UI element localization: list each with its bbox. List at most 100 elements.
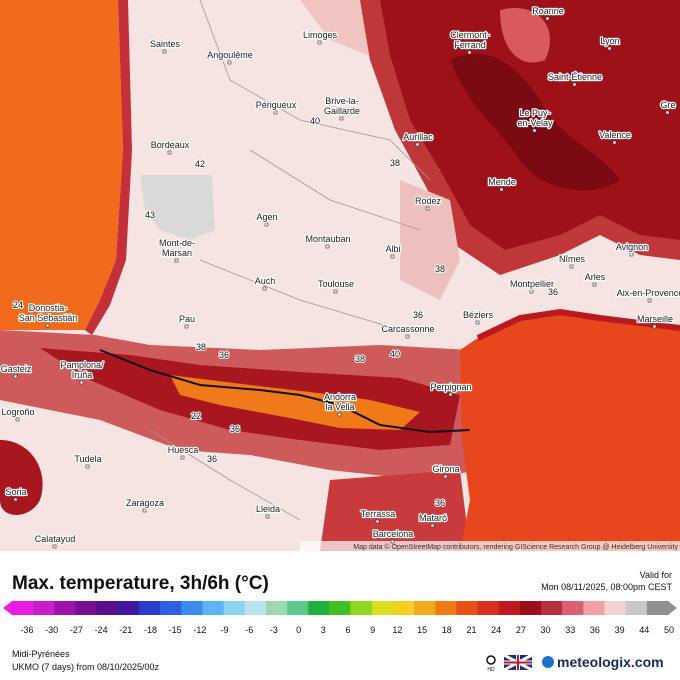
city-marker — [572, 82, 577, 87]
city-marker — [184, 324, 189, 329]
city-marker — [174, 258, 179, 263]
colorbar-swatch — [181, 601, 203, 615]
city-marker — [13, 497, 18, 502]
value-label: 38 — [196, 342, 206, 352]
city-label: Gasteiz — [1, 364, 32, 374]
city-label: Saint-Étienne — [548, 72, 602, 82]
attribution: Map data © OpenStreetMap contributors, r… — [353, 543, 678, 551]
city-label: Aurillac — [403, 132, 433, 142]
city-marker — [339, 116, 344, 121]
colorbar-tick-label: 33 — [565, 625, 575, 635]
colorbar-swatch — [287, 601, 309, 615]
city-label: Barcelona — [373, 529, 414, 539]
colorbar-tick-label: -9 — [221, 625, 229, 635]
sea — [460, 312, 680, 551]
city-marker — [529, 289, 534, 294]
city-label: Périgueux — [256, 100, 297, 110]
value-label: 40 — [390, 349, 400, 359]
city-label: Clermont- — [450, 30, 490, 40]
city-label: Marseille — [637, 314, 673, 324]
colorbar-swatch — [456, 601, 479, 615]
city-marker — [665, 110, 670, 115]
colorbar-tick-label: -18 — [144, 625, 157, 635]
colorbar-tick-label: 50 — [664, 625, 674, 635]
city-marker — [390, 254, 395, 259]
colorbar-tick-label: 27 — [516, 625, 526, 635]
colorbar-arrow — [3, 601, 12, 615]
city-label: Mont-de- — [159, 238, 195, 248]
colorbar-arrow — [668, 601, 677, 615]
colorbar-tick-label: -12 — [193, 625, 206, 635]
colorbar-tick-label: -27 — [70, 625, 83, 635]
map: Map data © OpenStreetMap contributors, r… — [0, 0, 680, 551]
colorbar-tick-label: -24 — [95, 625, 108, 635]
colorbar-swatch — [244, 601, 267, 615]
city-label: Gaillarde — [324, 106, 360, 116]
colorbar-tick-label: -36 — [20, 625, 33, 635]
city-label: Albi — [385, 244, 400, 254]
colorbar-swatch — [625, 601, 648, 615]
city-marker — [569, 264, 574, 269]
colorbar-tick-label: 6 — [345, 625, 350, 635]
city-marker — [592, 282, 597, 287]
city-label: Andorra — [324, 392, 356, 402]
city-label: Brive-la- — [325, 96, 359, 106]
city-label: San Sebastián — [19, 313, 78, 323]
colorbar-swatch — [160, 601, 182, 615]
city-label: Le Puy- — [519, 108, 550, 118]
city-label: Valence — [599, 130, 631, 140]
colorbar-swatch — [498, 601, 521, 615]
colorbar-tick-label: 9 — [370, 625, 375, 635]
city-label: Girona — [432, 464, 459, 474]
zoom-icon[interactable] — [486, 655, 496, 665]
colorbar-swatch — [435, 601, 457, 615]
colorbar-tick-label: -3 — [270, 625, 278, 635]
hd-label[interactable]: HD — [487, 667, 495, 673]
city-marker — [499, 187, 504, 192]
city-marker — [532, 128, 537, 133]
colorbar-tick-label: 24 — [491, 625, 501, 635]
colorbar-swatch — [308, 601, 330, 615]
city-label: Mataró — [419, 513, 447, 523]
colorbar-tick-label: 12 — [392, 625, 402, 635]
city-label: Limoges — [303, 30, 338, 40]
value-label: 36 — [207, 454, 217, 464]
city-marker — [629, 252, 634, 257]
colorbar-swatch — [329, 601, 352, 615]
colorbar-swatch — [202, 601, 225, 615]
uk-flag[interactable] — [503, 653, 533, 672]
city-marker — [52, 544, 57, 549]
city-label: Agen — [256, 212, 277, 222]
region-border — [149, 0, 431, 521]
legend-title: Max. temperature, 3h/6h (°C) — [12, 573, 269, 594]
colorbar-swatch — [117, 601, 140, 615]
sea — [0, 0, 123, 330]
city-marker — [390, 539, 395, 544]
city-marker — [647, 298, 652, 303]
city-label: Bordeaux — [151, 140, 190, 150]
city-marker — [415, 142, 420, 147]
city-label: en-Velay — [517, 118, 553, 128]
city-marker — [227, 60, 232, 65]
value-label: 24 — [13, 300, 23, 310]
hot-zone — [320, 470, 470, 551]
city-marker — [607, 46, 612, 51]
value-label: 36 — [219, 350, 229, 360]
city-marker — [265, 514, 270, 519]
colorbar-tick-label: -6 — [245, 625, 253, 635]
city-label: Roanne — [532, 6, 564, 16]
city-label: Angoulême — [207, 50, 253, 60]
city-marker — [317, 40, 322, 45]
region: Midi-Pyrénées — [12, 649, 70, 659]
colorbar-tick-label: -15 — [169, 625, 182, 635]
city-marker — [262, 286, 267, 291]
city-marker — [467, 50, 472, 55]
colorbar-tick-label: 15 — [417, 625, 427, 635]
coast-zone — [476, 308, 680, 341]
city-label: Saintes — [150, 39, 181, 49]
colorbar-swatch — [371, 601, 394, 615]
brand[interactable]: meteologix.com — [557, 654, 664, 670]
city-marker — [443, 474, 448, 479]
cool-patch — [140, 175, 215, 240]
